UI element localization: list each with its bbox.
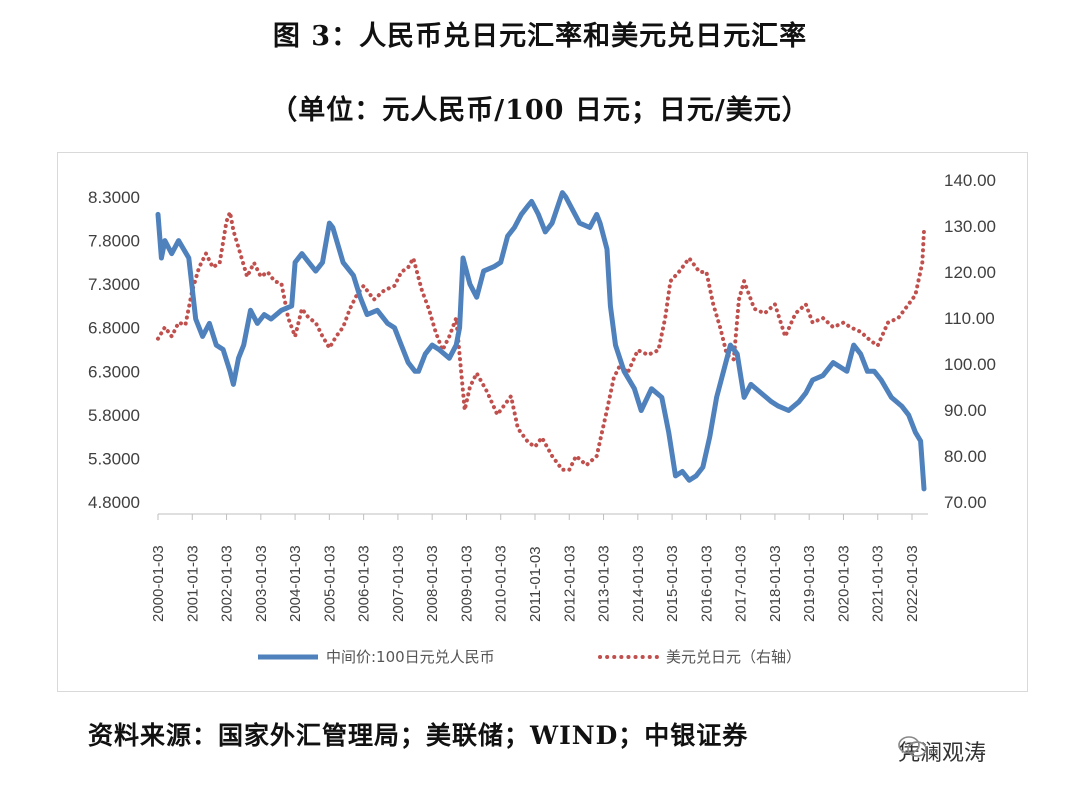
x-tick-label: 2016-01-03 — [698, 545, 715, 622]
right-axis: 140.00 130.00 120.00 110.00 100.00 90.00 80.00… — [944, 171, 996, 512]
left-tick-label: 8.3000 — [88, 188, 140, 207]
chart-panel — [57, 152, 1028, 692]
left-tick-label: 6.8000 — [88, 319, 140, 338]
legend: 中间价:100日元兑人民币 美元兑日元（右轴） — [258, 648, 801, 666]
x-tick-label: 2001-01-03 — [184, 545, 201, 622]
left-tick-label: 6.3000 — [88, 362, 140, 381]
left-tick-label: 5.3000 — [88, 449, 140, 468]
x-tick-label: 2004-01-03 — [287, 545, 304, 622]
left-tick-label: 7.3000 — [88, 275, 140, 294]
x-tick-label: 2011-01-03 — [527, 546, 544, 622]
x-axis: 2000-01-03 2001-01-03 2002-01-03 2003-01-03… — [150, 514, 921, 622]
x-tick-label: 2018-01-03 — [767, 545, 784, 622]
chart-title: 图 3：人民币兑日元汇率和美元兑日元汇率 — [272, 21, 808, 52]
right-tick-label: 100.00 — [944, 355, 996, 374]
left-axis: 8.3000 7.8000 7.3000 6.8000 6.3000 5.8000 5.30… — [88, 188, 140, 512]
series-usd-jpy-line — [156, 210, 926, 472]
x-tick-label: 2014-01-03 — [630, 545, 647, 622]
right-tick-label: 130.00 — [944, 217, 996, 236]
right-tick-label: 80.00 — [944, 447, 987, 466]
watermark: 凭澜观涛 — [898, 735, 986, 767]
x-tick-label: 2017-01-03 — [733, 545, 750, 622]
x-tick-label: 2010-01-03 — [493, 545, 510, 622]
x-tick-label: 2022-01-03 — [904, 545, 921, 622]
watermark-text: 凭澜观涛 — [898, 741, 987, 766]
x-tick-label: 2000-01-03 — [150, 545, 167, 622]
x-tick-label: 2003-01-03 — [253, 545, 270, 622]
x-tick-label: 2013-01-03 — [596, 545, 613, 622]
series-cny-jpy-line — [155, 190, 927, 492]
x-tick-label: 2006-01-03 — [356, 545, 373, 622]
left-tick-label: 7.8000 — [88, 232, 140, 251]
x-tick-label: 2002-01-03 — [219, 545, 236, 622]
left-tick-label: 5.8000 — [88, 406, 140, 425]
x-tick-label: 2005-01-03 — [321, 545, 338, 622]
chart-subtitle: （单位：元人民币/100 日元；日元/美元） — [270, 95, 810, 126]
x-tick-label: 2012-01-03 — [561, 545, 578, 622]
right-tick-label: 140.00 — [944, 171, 996, 190]
x-tick-label: 2009-01-03 — [458, 545, 475, 622]
right-tick-label: 120.00 — [944, 263, 996, 282]
series-layer — [155, 190, 927, 492]
left-tick-label: 4.8000 — [88, 493, 140, 512]
right-tick-label: 90.00 — [944, 401, 987, 420]
legend-label-usd: 美元兑日元（右轴） — [666, 648, 801, 666]
x-tick-label: 2008-01-03 — [424, 545, 441, 622]
source-note: 资料来源：国家外汇管理局；美联储；WIND；中银证券 — [88, 721, 749, 750]
right-tick-label: 110.00 — [944, 309, 995, 328]
legend-label-cny: 中间价:100日元兑人民币 — [326, 648, 495, 666]
x-tick-label: 2020-01-03 — [835, 545, 852, 622]
x-tick-label: 2019-01-03 — [801, 545, 818, 622]
right-tick-label: 70.00 — [944, 493, 987, 512]
x-tick-label: 2021-01-03 — [870, 545, 887, 622]
wechat-icon — [898, 736, 927, 757]
x-tick-label: 2015-01-03 — [664, 545, 681, 622]
x-tick-label: 2007-01-03 — [390, 545, 407, 622]
